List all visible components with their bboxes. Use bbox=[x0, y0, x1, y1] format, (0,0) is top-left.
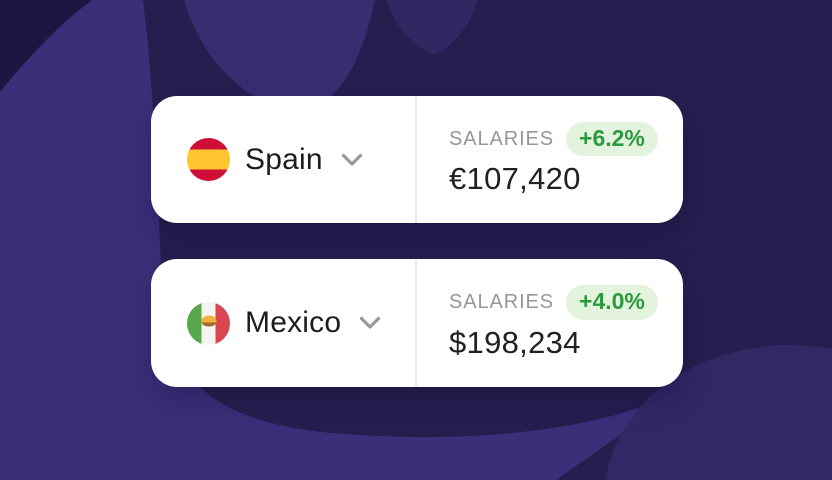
salary-value: €107,420 bbox=[449, 161, 581, 197]
salaries-label: SALARIES bbox=[449, 291, 555, 313]
country-name: Mexico bbox=[245, 306, 342, 339]
country-selector[interactable]: Spain bbox=[151, 96, 415, 223]
chevron-down-icon bbox=[341, 153, 363, 167]
chevron-down-icon bbox=[359, 316, 381, 330]
change-badge: +6.2% bbox=[566, 121, 658, 157]
card-divider bbox=[415, 96, 417, 223]
card-divider bbox=[415, 259, 417, 387]
country-salary-card: Mexico SALARIES +4.0% $198,234 bbox=[151, 259, 683, 387]
country-salary-card: Spain SALARIES +6.2% €107,420 bbox=[151, 96, 683, 223]
mexico-flag-icon bbox=[187, 301, 230, 345]
change-badge: +4.0% bbox=[566, 285, 658, 320]
country-selector[interactable]: Mexico bbox=[151, 259, 415, 387]
salary-panel: SALARIES +4.0% $198,234 bbox=[417, 259, 683, 387]
salary-value: $198,234 bbox=[449, 324, 581, 360]
mexico-coat-of-arms-icon bbox=[201, 315, 216, 327]
spain-flag-icon bbox=[187, 138, 230, 181]
salaries-label: SALARIES bbox=[449, 127, 555, 150]
country-name: Spain bbox=[245, 142, 323, 176]
salary-panel: SALARIES +6.2% €107,420 bbox=[417, 96, 683, 223]
